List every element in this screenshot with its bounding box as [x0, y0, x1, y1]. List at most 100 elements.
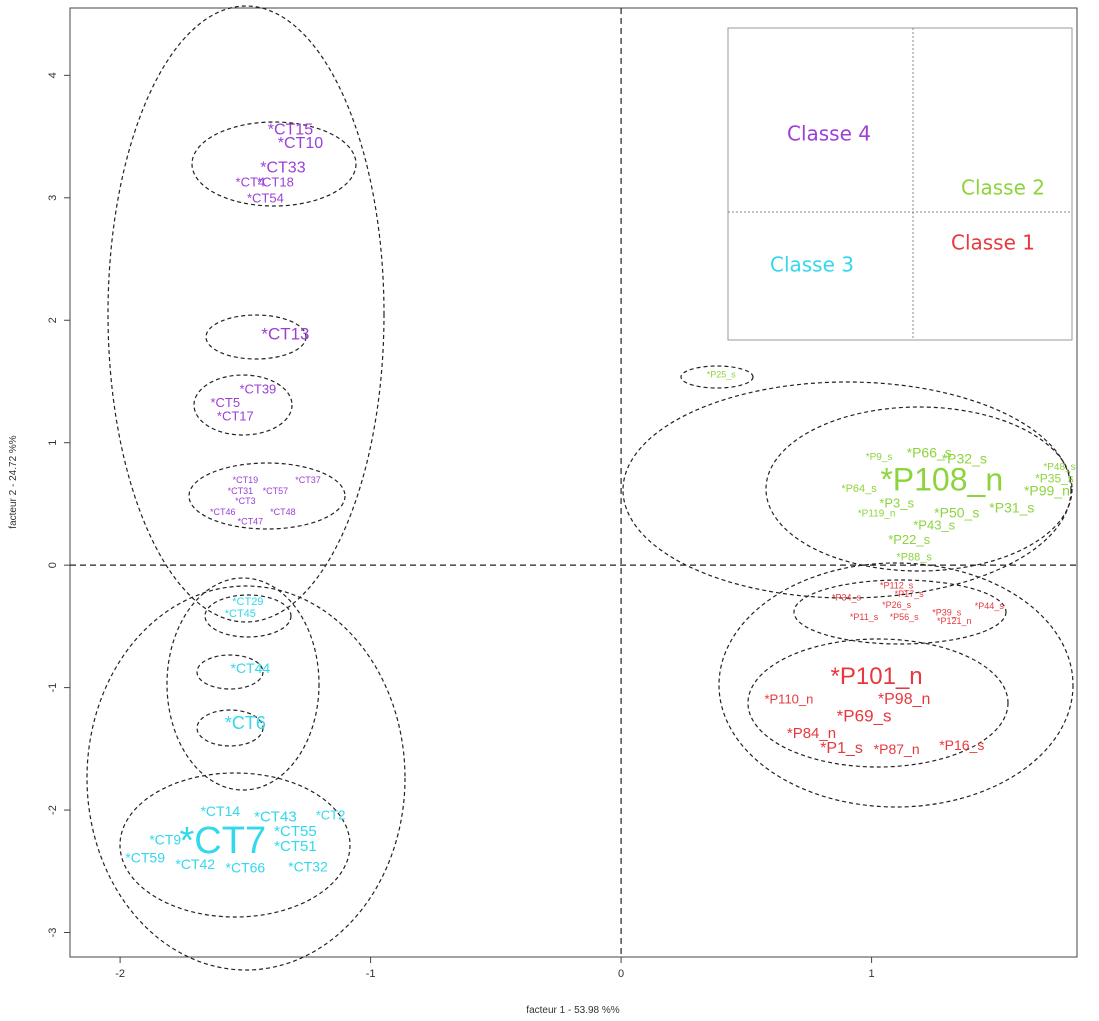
point-label: *P66_s [907, 444, 952, 460]
point-label: *CT2 [316, 808, 346, 823]
cluster-ellipse [747, 638, 1009, 768]
point-label: *CT9 [149, 831, 181, 847]
y-tick-label: 2 [47, 317, 59, 323]
point-label: *P87_n [874, 741, 920, 757]
point-label: *CT46 [210, 507, 236, 517]
point-label: *P26_s [882, 600, 912, 610]
point-label: *CT42 [175, 856, 215, 872]
point-label: *CT29 [232, 596, 263, 608]
point-label: *CT5 [210, 395, 240, 410]
point-label: *P112_s [880, 580, 914, 590]
point-label: *P101_n [831, 663, 923, 690]
point-label: *P34_s [832, 593, 862, 603]
point-label: *P48_s [1043, 462, 1075, 473]
point-label: *CT19 [233, 475, 259, 485]
cluster-ellipse [680, 365, 754, 389]
cluster-ellipse [622, 381, 1072, 599]
point-label: *P43_s [913, 517, 955, 532]
point-label: *CT13 [261, 324, 309, 343]
axes-group: -2 -1 0 1 4 3 2 1 0 -1 -2 -3 [47, 8, 1077, 980]
inset-frame [727, 27, 1073, 341]
point-label: *P64_s [841, 483, 877, 495]
cluster-ellipse [205, 314, 307, 360]
cluster-ellipse [765, 406, 1073, 572]
point-label: *P50_s [934, 504, 979, 520]
point-label: *CT15 [268, 122, 313, 139]
inset-class-label: Classe 1 [951, 231, 1035, 255]
y-tick-label: 4 [47, 72, 59, 78]
point-label: *CT51 [274, 838, 317, 855]
point-label: *CT7 [180, 820, 267, 862]
inset-class-label: Classe 2 [961, 176, 1045, 200]
point-label: *CT17 [217, 408, 254, 423]
inset-class-label: Classe 4 [787, 122, 871, 146]
point-label: *CT6 [225, 713, 266, 733]
point-label: *CT10 [278, 135, 323, 152]
point-label: *CT55 [274, 823, 317, 840]
point-label: *P110_n [764, 691, 813, 706]
point-label: *CT3 [235, 496, 256, 506]
y-tick-label: -1 [47, 683, 59, 693]
point-label: *P3_s [879, 495, 914, 510]
cluster-ellipse [196, 709, 264, 747]
cluster-ellipse [793, 579, 1007, 645]
point-label: *CT4 [236, 175, 266, 190]
point-labels: *CT15*CT10*CT33*CT4*CT18*CT54*CT13*CT39*… [125, 122, 1075, 876]
y-tick-label: 1 [47, 440, 59, 446]
point-label: *P98_n [878, 691, 931, 708]
point-label: *P56_s [890, 612, 920, 622]
cluster-ellipse [718, 562, 1074, 808]
cluster-ellipse [191, 121, 357, 207]
point-label: *P84_n [787, 725, 836, 742]
point-label: *P17_s [895, 589, 925, 599]
point-label: *P119_n [858, 508, 896, 519]
cluster-ellipse [86, 585, 406, 971]
inset-panel: Classe 4 Classe 2 Classe 1 Classe 3 [727, 27, 1073, 341]
cluster-ellipse [193, 374, 293, 436]
point-label: *CT54 [247, 190, 284, 205]
point-label: *CT32 [288, 858, 328, 874]
y-axis-label: facteur 2 - 24.72 %% [8, 435, 19, 528]
point-label: *CT45 [225, 608, 256, 620]
point-label: *CT48 [270, 507, 296, 517]
plot-frame [69, 7, 1078, 958]
point-label: *P99_n [1024, 482, 1070, 498]
point-label: *CT33 [260, 160, 305, 177]
point-label: *P1_s [820, 740, 863, 757]
point-label: *CT31 [228, 486, 254, 496]
point-label: *CT18 [257, 175, 294, 190]
y-tick-label: -2 [47, 805, 59, 815]
y-tick-label: 0 [47, 562, 59, 568]
inset-class-label: Classe 3 [770, 253, 854, 277]
point-label: *CT37 [295, 475, 321, 485]
cluster-ellipse [119, 772, 351, 918]
point-label: *P31_s [989, 500, 1034, 516]
point-label: *CT39 [239, 381, 276, 396]
y-tick-label: -3 [47, 928, 59, 938]
x-tick-label: 0 [618, 968, 624, 980]
point-label: *P22_s [888, 532, 930, 547]
point-label: *CT66 [226, 860, 266, 876]
point-label: *P44_s [975, 601, 1005, 611]
cluster-ellipse [107, 5, 385, 623]
cluster-ellipse [188, 462, 346, 530]
point-label: *CT47 [238, 517, 264, 527]
point-label: *P88_s [896, 552, 932, 564]
x-tick-label: -1 [366, 968, 376, 980]
point-label: *CT14 [200, 803, 240, 819]
y-tick-label: 3 [47, 195, 59, 201]
point-label: *P32_s [942, 451, 987, 467]
cluster-ellipses [86, 5, 1074, 971]
point-label: *CT57 [263, 486, 289, 496]
point-label: *P35_s [1035, 472, 1074, 486]
point-label: *CT59 [125, 850, 165, 866]
cluster-ellipse [204, 594, 292, 638]
cluster-ellipse [196, 654, 264, 690]
cluster-ellipse [166, 577, 320, 791]
point-label: *P69_s [837, 706, 892, 725]
point-label: *P11_s [850, 612, 879, 622]
point-label: *P25_s [707, 370, 737, 380]
x-axis-label: facteur 1 - 53.98 %% [526, 1005, 619, 1016]
point-label: *CT43 [254, 808, 297, 825]
